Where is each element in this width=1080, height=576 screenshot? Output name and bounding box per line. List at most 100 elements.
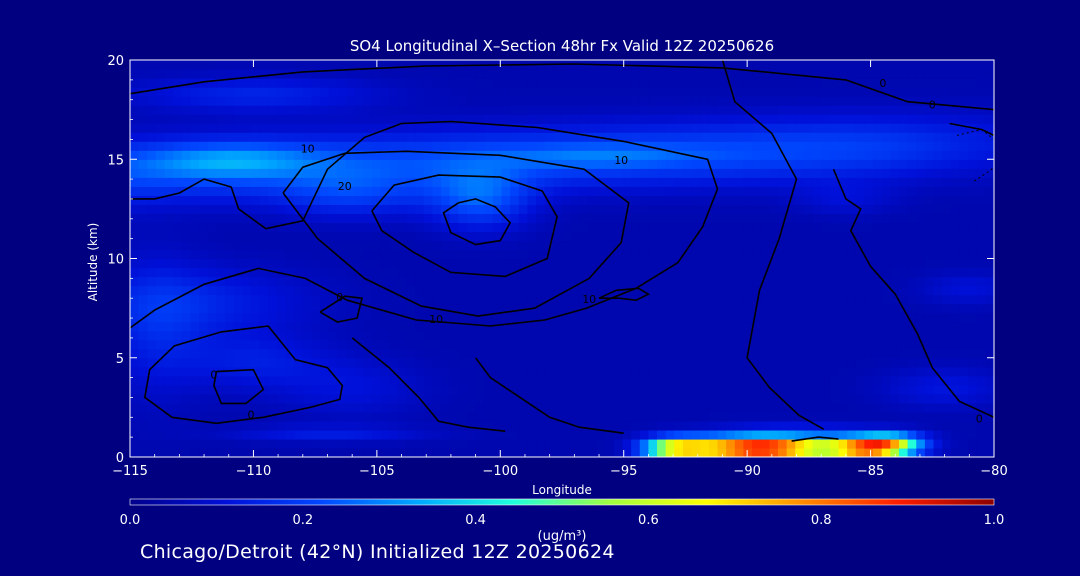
heatmap-cell [795,240,805,251]
heatmap-cell [536,429,546,440]
heatmap-cell [216,69,226,79]
heatmap-cell [682,276,693,287]
heatmap-cell [276,285,287,296]
heatmap-cell [734,402,745,413]
heatmap-cell [916,69,926,79]
heatmap-cell [691,141,701,151]
heatmap-cell [242,249,252,260]
heatmap-cell [847,258,857,269]
heatmap-cell [665,159,675,169]
heatmap-cell [346,303,356,314]
heatmap-cell [829,177,840,187]
heatmap-cell [778,168,788,178]
heatmap-cell [700,384,710,395]
heatmap-cell [380,150,390,160]
heatmap-cell [484,312,494,323]
heatmap-cell [752,402,762,413]
heatmap-cell [250,429,261,440]
heatmap-cell [734,429,745,440]
footer-caption: Chicago/Detroit (42°N) Initialized 12Z 2… [140,541,615,563]
heatmap-cell [726,447,736,457]
heatmap-cell [881,222,891,233]
heatmap-cell [190,447,200,457]
heatmap-cell [363,150,373,160]
heatmap-cell [890,330,900,341]
heatmap-cell [449,258,459,269]
heatmap-cell [682,213,693,224]
heatmap-cell [708,294,719,305]
heatmap-cell [130,267,140,278]
heatmap-cell [708,357,719,368]
heatmap-cell [130,69,140,79]
heatmap-cell [250,78,261,88]
heatmap-cell [536,420,546,431]
heatmap-cell [976,123,986,133]
heatmap-cell [752,168,762,178]
heatmap-cell [648,159,658,169]
heatmap-cell [968,393,978,404]
heatmap-cell [518,213,529,224]
heatmap-cell [190,438,200,449]
heatmap-cell [864,69,874,79]
heatmap-cell [786,348,796,359]
heatmap-cell [907,348,917,359]
heatmap-cell [415,123,425,133]
heatmap-cell [760,384,770,395]
heatmap-cell [976,375,986,386]
heatmap-cell [466,411,477,422]
heatmap-cell [933,249,943,260]
heatmap-cell [916,114,926,124]
heatmap-cell [371,384,382,395]
heatmap-cell [959,330,969,341]
heatmap-cell [466,447,477,457]
heatmap-cell [950,132,961,142]
heatmap-cell [181,258,192,269]
heatmap-cell [700,429,710,440]
heatmap-cell [717,132,727,142]
heatmap-cell [821,249,831,260]
heatmap-cell [320,69,330,79]
heatmap-cell [708,411,719,422]
heatmap-cell [924,177,935,187]
heatmap-cell [337,222,347,233]
heatmap-cell [674,348,684,359]
heatmap-cell [916,375,926,386]
heatmap-cell [700,159,710,169]
heatmap-cell [527,150,537,160]
heatmap-cell [510,204,520,214]
heatmap-cell [976,213,986,224]
heatmap-cell [579,249,589,260]
heatmap-cell [363,384,373,395]
heatmap-cell [708,384,719,395]
heatmap-cell [276,339,287,350]
heatmap-cell [855,78,865,88]
heatmap-cell [639,114,649,124]
heatmap-cell [907,159,917,169]
heatmap-cell [674,222,684,233]
heatmap-cell [475,78,485,88]
heatmap-cell [873,420,883,431]
heatmap-cell [536,213,546,224]
heatmap-cell [665,231,675,242]
heatmap-cell [786,150,796,160]
heatmap-cell [847,303,857,314]
heatmap-cell [596,438,606,449]
heatmap-cell [803,60,814,70]
heatmap-cell [276,105,287,115]
heatmap-cell [829,339,840,350]
heatmap-cell [873,105,883,115]
heatmap-cell [207,222,217,233]
heatmap-cell [328,285,338,296]
heatmap-cell [423,276,433,287]
heatmap-cell [657,159,667,169]
heatmap-cell [933,429,943,440]
heatmap-cell [587,258,598,269]
heatmap-cell [881,141,891,151]
heatmap-cell [605,339,615,350]
heatmap-cell [726,69,736,79]
heatmap-cell [285,231,295,242]
heatmap-cell [665,258,675,269]
heatmap-cell [216,339,226,350]
heatmap-cell [449,114,459,124]
heatmap-cell [397,222,408,233]
